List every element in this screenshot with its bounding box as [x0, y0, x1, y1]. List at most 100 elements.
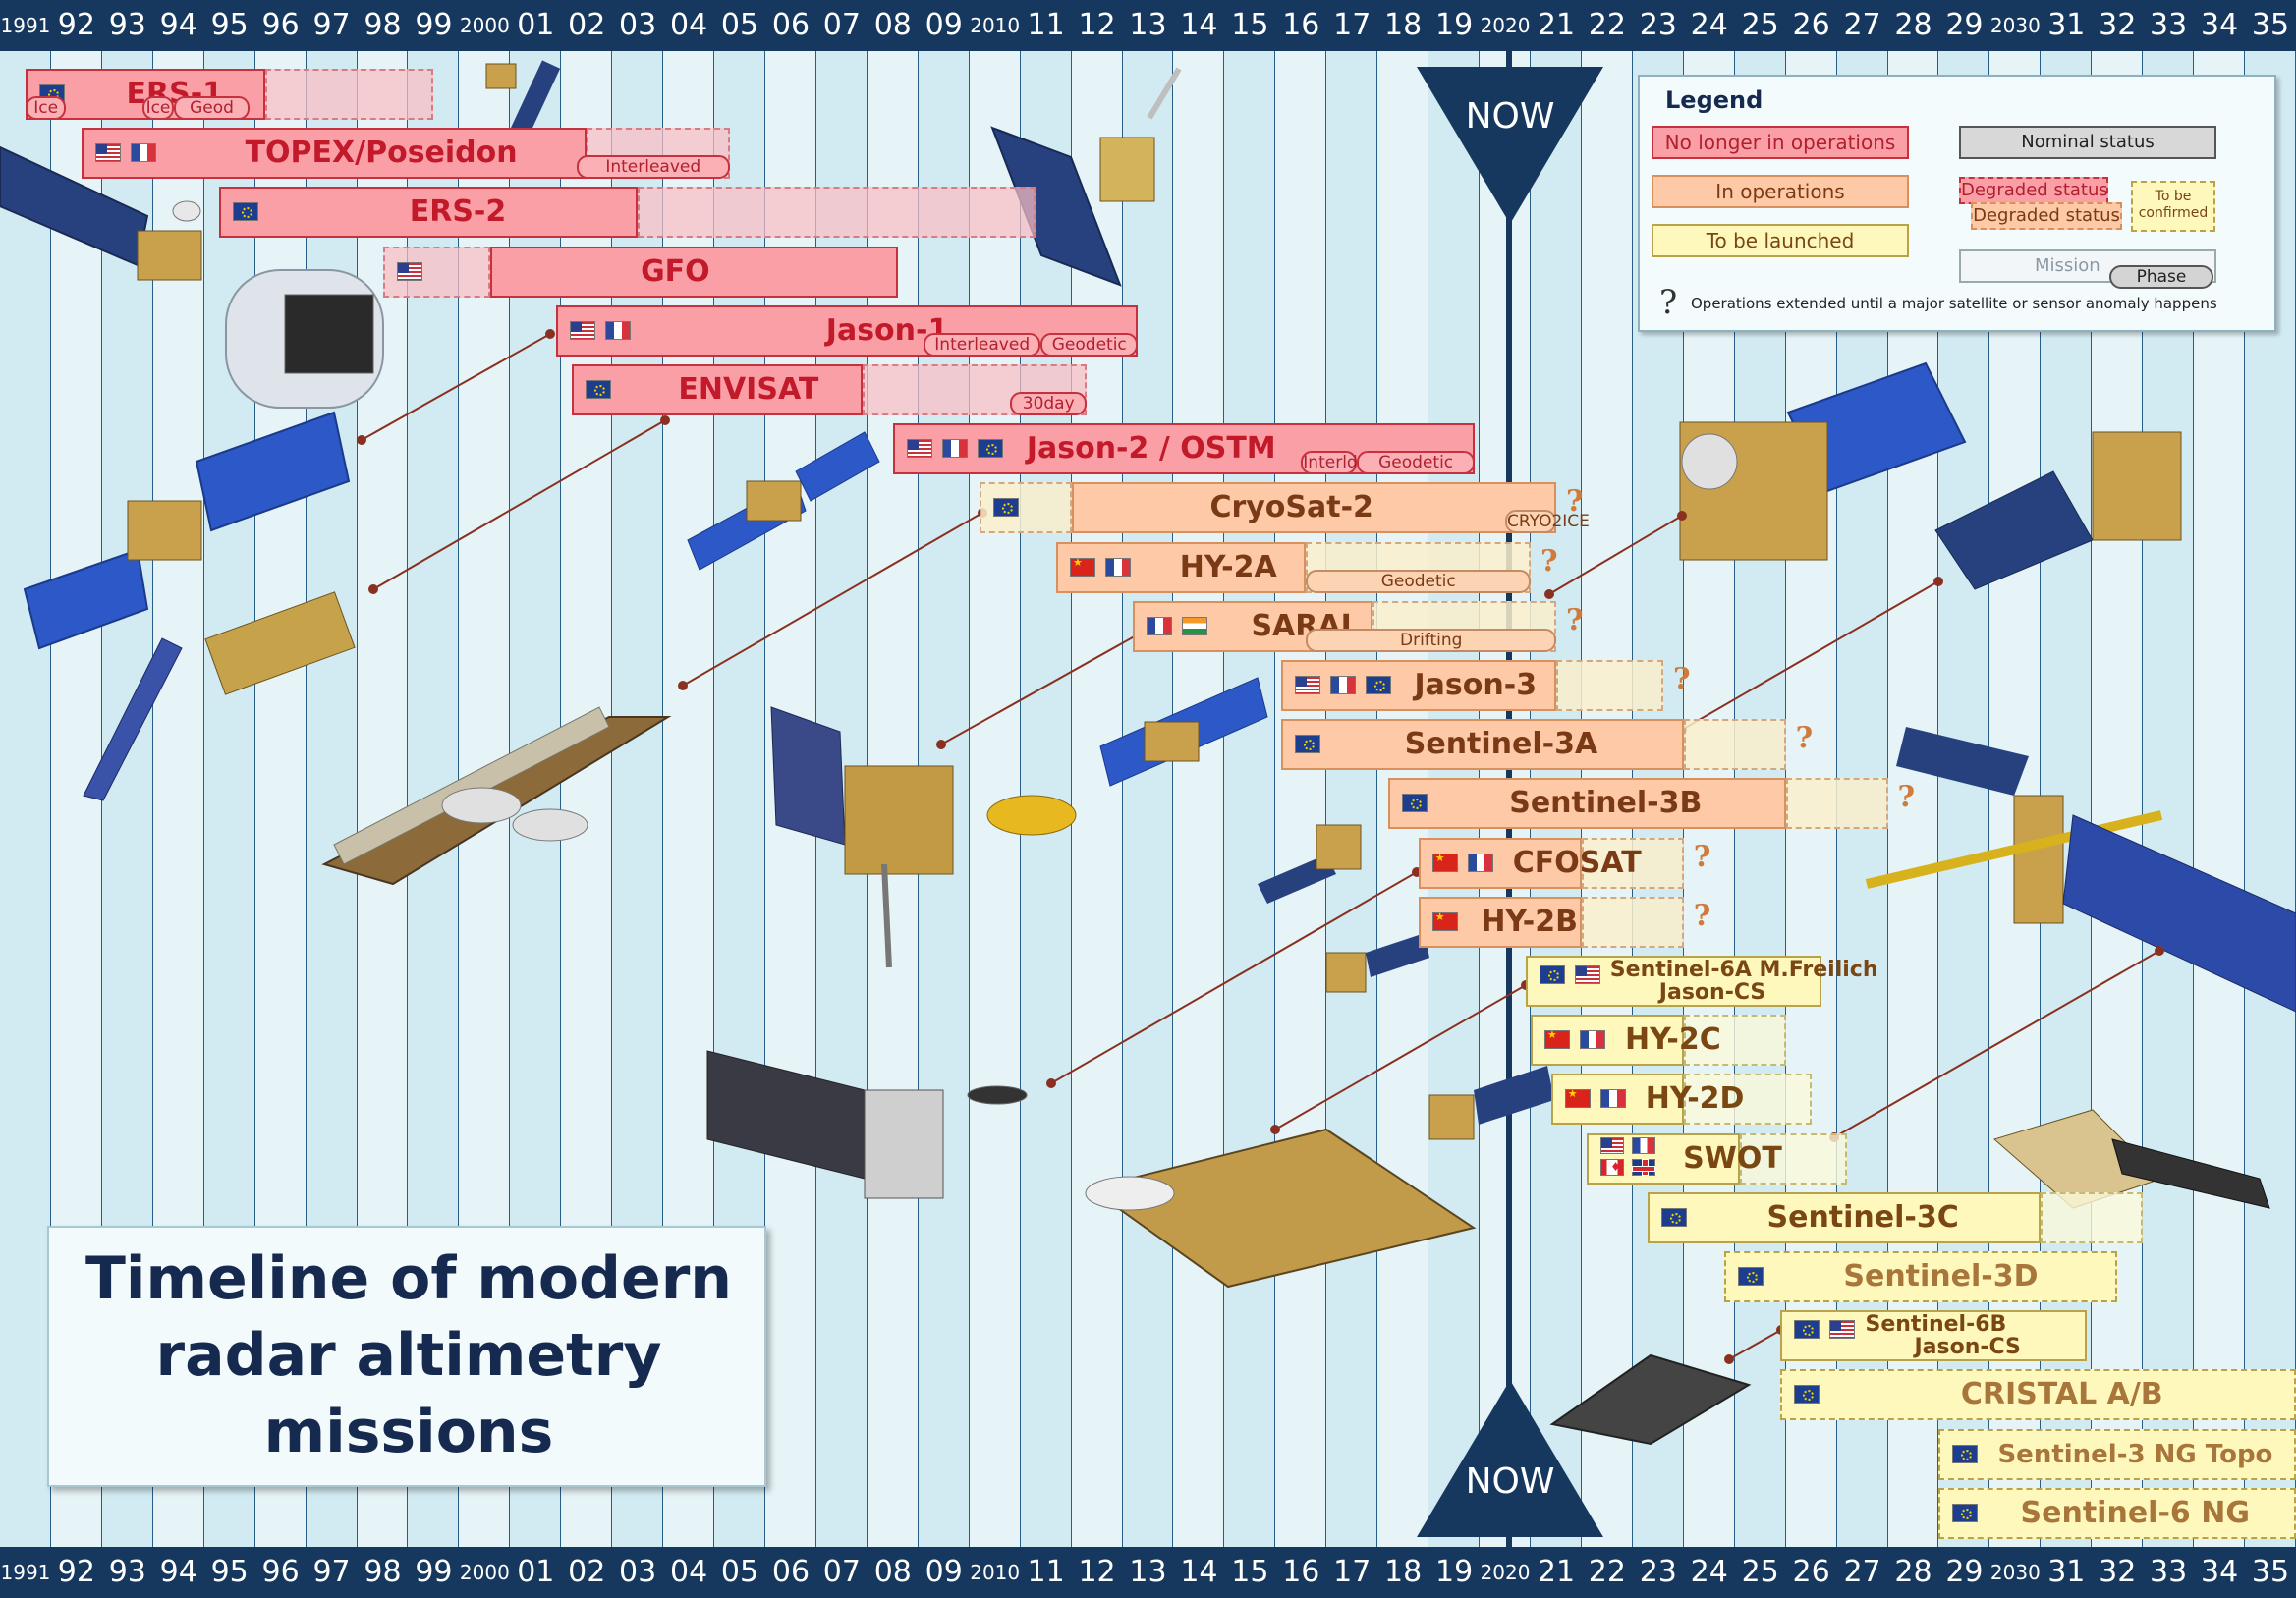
satellite-hy2c-small	[1428, 1066, 1554, 1140]
mission-name: CryoSat-2	[1209, 490, 1373, 525]
satellite-ers1	[0, 145, 202, 281]
flag-us-icon	[906, 439, 932, 459]
mission-name: Sentinel-6A M.Freilich	[1609, 958, 1878, 982]
title-line-3: missions	[263, 1398, 554, 1466]
year-tick-bottom: 2020	[1480, 1561, 1531, 1584]
year-tick-top: 03	[619, 8, 657, 42]
flag-fr-icon	[1329, 676, 1356, 694]
legend-in-operations: In operations	[1652, 175, 1909, 208]
mission-phase: Drifting	[1306, 628, 1556, 652]
title-panel: Timeline of modern radar altimetry missi…	[47, 1226, 766, 1487]
mission-name: Sentinel-3C	[1766, 1199, 1959, 1235]
satellite-hy2a	[1099, 677, 1268, 787]
mission-bar-sentinel-3b	[1387, 778, 1786, 830]
legend-nominal: Nominal status	[1959, 126, 2216, 159]
mission-name: CRISTAL A/B	[1960, 1377, 2163, 1412]
year-axis-top	[0, 0, 2296, 51]
year-tick-bottom: 12	[1078, 1555, 1116, 1589]
legend-phase: Phase	[2109, 265, 2213, 289]
year-tick-bottom: 16	[1282, 1555, 1320, 1589]
year-tick-top: 06	[771, 8, 811, 42]
satellite-saral	[770, 706, 1077, 968]
satellite-jason3-small	[1258, 824, 1362, 904]
flag-gb-icon	[1632, 1158, 1656, 1176]
mission-bar-sentinel-3a	[1280, 719, 1684, 771]
mission-name: TOPEX/Poseidon	[245, 136, 518, 171]
year-tick-bottom: 1991	[0, 1561, 51, 1584]
year-tick-top: 2030	[1989, 14, 2041, 37]
satellite-sentinel3-right	[1934, 431, 2182, 590]
legend-degraded-2: Degraded status	[1971, 202, 2122, 230]
year-stripe	[0, 51, 51, 1547]
satellite-envisat	[321, 706, 672, 886]
year-tick-bottom: 15	[1231, 1555, 1269, 1589]
flag-fr-icon	[1146, 616, 1172, 635]
year-tick-top: 18	[1384, 8, 1423, 42]
mission-phase: Ice	[25, 96, 67, 120]
year-tick-top: 1991	[0, 14, 51, 37]
year-tick-bottom: 2000	[459, 1561, 510, 1584]
mission-bar-sentinel-3c	[1648, 1191, 2042, 1243]
mission-extension-hy-2d	[1683, 1074, 1812, 1126]
flag-in-icon	[1181, 616, 1207, 635]
year-tick-top: 29	[1945, 8, 1984, 42]
question-mark-icon: ?	[1897, 780, 1916, 815]
year-tick-bottom: 33	[2150, 1555, 2188, 1589]
year-tick-top: 97	[312, 8, 351, 42]
legend-to-be-confirmed: To be confirmed	[2131, 181, 2215, 232]
question-mark-icon: ?	[1565, 484, 1584, 520]
title-line-1: Timeline of modern	[84, 1244, 733, 1313]
question-mark-icon: ?	[1565, 602, 1584, 637]
year-tick-top: 92	[57, 8, 95, 42]
flag-cn-icon	[1431, 852, 1458, 872]
flag-fr-icon	[1105, 557, 1132, 577]
year-tick-top: 22	[1588, 8, 1626, 42]
mission-name: Sentinel-3B	[1509, 786, 1703, 821]
year-tick-bottom: 08	[873, 1555, 912, 1589]
mission-extension-sentinel-3a	[1683, 719, 1786, 771]
mission-bar-jason-3	[1280, 660, 1556, 711]
now-marker-top	[1417, 67, 1603, 224]
year-tick-bottom: 07	[822, 1555, 861, 1589]
mission-bar-ers-2	[219, 187, 639, 239]
mission-name: CFOSAT	[1512, 845, 1642, 880]
leader-lines	[357, 329, 2164, 1364]
mission-bar-jason-1	[556, 304, 1139, 357]
year-tick-top: 08	[873, 8, 912, 42]
year-tick-top: 2010	[970, 14, 1021, 37]
year-tick-bottom: 11	[1027, 1555, 1065, 1589]
mission-bar-gfo	[489, 246, 898, 298]
year-tick-bottom: 13	[1129, 1555, 1167, 1589]
flag-eu-icon	[993, 498, 1020, 518]
year-tick-bottom: 18	[1384, 1555, 1423, 1589]
year-tick-bottom: 28	[1894, 1555, 1932, 1589]
year-tick-top: 93	[108, 8, 146, 42]
mission-name: Jason-2 / OSTM	[1026, 431, 1276, 467]
year-tick-bottom: 96	[261, 1555, 300, 1589]
year-tick-bottom: 03	[619, 1555, 657, 1589]
flag-us-icon	[1574, 965, 1600, 984]
mission-name: Sentinel-6B	[1865, 1312, 2007, 1338]
mission-phase: 30day	[1010, 392, 1088, 415]
mission-name: HY-2B	[1481, 904, 1578, 939]
year-tick-top: 31	[2047, 8, 2086, 42]
mission-extension-swot	[1739, 1132, 1847, 1185]
satellite-topex-top	[485, 60, 561, 140]
year-stripe	[1275, 51, 1327, 1547]
flag-eu-icon	[1294, 735, 1320, 754]
year-axis-bottom	[0, 1547, 2296, 1598]
satellite-ers2-left	[23, 411, 351, 650]
flag-fr-icon	[1632, 1136, 1656, 1154]
satellite-cristal	[1992, 1109, 2270, 1209]
mission-bar-cristal-a-b	[1780, 1369, 2296, 1421]
year-tick-bottom: 94	[159, 1555, 197, 1589]
year-tick-top: 14	[1180, 8, 1218, 42]
flag-eu-icon	[1365, 676, 1391, 694]
satellite-jason1-right	[990, 67, 1182, 287]
mission-name: Sentinel-6 NG	[2020, 1495, 2250, 1530]
flag-cn-icon	[1544, 1028, 1570, 1050]
satellite-gfo	[83, 591, 356, 801]
flag-ca-icon	[1600, 1158, 1625, 1176]
mission-name: ENVISAT	[678, 372, 819, 407]
